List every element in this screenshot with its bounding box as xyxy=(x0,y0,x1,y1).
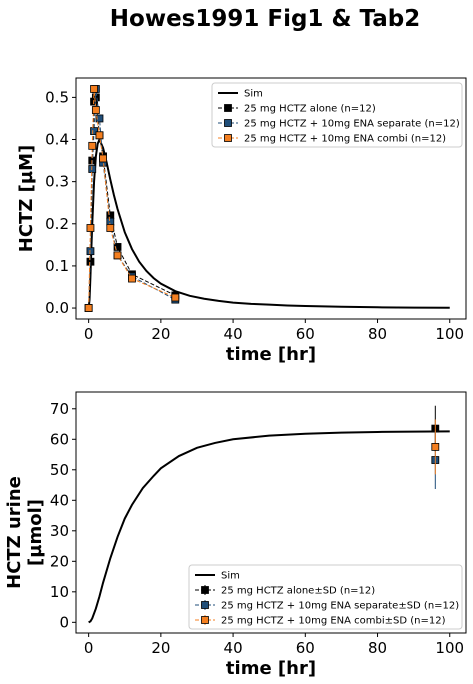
legend-marker xyxy=(224,104,232,112)
panel-concentration: 0 20 40 60 80 100 0.0 0.1 0.2 0.3 0.4 0.5 time [hr… xyxy=(16,77,467,365)
y-tick-label: 70 xyxy=(50,400,69,418)
x-tick-label: 80 xyxy=(368,639,387,657)
legend-entry: 25 mg HCTZ + 10mg ENA combi (n=12) xyxy=(244,134,446,145)
axes-frame xyxy=(75,77,467,320)
y-axis: 0 10 20 30 40 50 60 70 xyxy=(50,400,76,631)
y-tick-label: 30 xyxy=(50,522,69,540)
data-point xyxy=(88,165,97,173)
data-point xyxy=(113,251,122,260)
figure-title: Howes1991 Fig1 & Tab2 xyxy=(110,6,420,32)
x-axis-label: time [hr] xyxy=(226,658,316,679)
data-point xyxy=(86,247,95,256)
data-point xyxy=(91,106,100,114)
panel-urine: 0 20 40 60 80 100 0 10 20 30 40 50 60 70 time [hr] H… xyxy=(4,391,467,679)
data-point xyxy=(95,131,104,140)
y-axis-label: HCTZ [µM] xyxy=(16,145,37,252)
x-tick-label: 0 xyxy=(84,639,94,657)
x-axis: 0 20 40 60 80 100 xyxy=(84,319,464,343)
data-point xyxy=(88,141,97,150)
y-tick-label: 20 xyxy=(50,552,69,570)
legend-box xyxy=(188,564,463,630)
y-tick-label: 0.5 xyxy=(45,88,69,106)
axes-frame xyxy=(75,391,467,634)
x-axis: 0 20 40 60 80 100 xyxy=(84,633,464,657)
data-point xyxy=(86,224,95,232)
y-tick-label: 50 xyxy=(50,461,69,479)
data-point xyxy=(99,154,107,163)
y-tick-label: 0.2 xyxy=(45,215,69,233)
legend-marker xyxy=(224,119,232,127)
x-tick-label: 0 xyxy=(84,325,94,343)
legend-entry: 25 mg HCTZ alone±SD (n=12) xyxy=(221,586,375,597)
y-tick-label: 0.3 xyxy=(45,173,69,191)
y-tick-label: 0.4 xyxy=(45,131,69,149)
sim-line xyxy=(88,430,450,624)
legend-marker xyxy=(201,586,209,594)
y-tick-label: 0 xyxy=(59,613,69,631)
x-tick-label: 40 xyxy=(224,639,243,657)
legend: Sim 25 mg HCTZ alone±SD (n=12) 25 mg HCTZ … xyxy=(188,564,463,630)
y-axis: 0.0 0.1 0.2 0.3 0.4 0.5 xyxy=(45,88,76,317)
legend-marker xyxy=(201,616,209,624)
sim-line xyxy=(87,136,450,309)
y-tick-label: 0.0 xyxy=(45,299,69,317)
y-tick-label: 40 xyxy=(50,491,69,509)
legend-entry: 25 mg HCTZ + 10mg ENA separate±SD (n=12) xyxy=(221,601,459,612)
y-axis-label-line-1: HCTZ urine xyxy=(4,476,25,589)
x-tick-label: 20 xyxy=(151,325,170,343)
data-point xyxy=(95,114,104,123)
y-tick-label: 10 xyxy=(50,583,69,601)
legend-entry: 25 mg HCTZ alone (n=12) xyxy=(244,104,376,115)
x-tick-label: 100 xyxy=(435,325,464,343)
x-tick-label: 60 xyxy=(296,639,315,657)
x-tick-label: 100 xyxy=(435,639,464,657)
data-point xyxy=(171,293,180,302)
plot-area xyxy=(84,85,450,312)
data-point xyxy=(431,443,440,451)
legend-entry: 25 mg HCTZ + 10mg ENA separate (n=12) xyxy=(244,119,460,130)
x-axis-label: time [hr] xyxy=(226,344,316,365)
legend: Sim 25 mg HCTZ alone (n=12) 25 mg HCTZ + 1… xyxy=(211,82,463,148)
legend-box xyxy=(211,82,463,148)
legend-entry: Sim xyxy=(244,89,263,100)
legend-marker xyxy=(201,601,209,609)
data-point xyxy=(90,127,98,135)
data-point xyxy=(84,304,93,312)
x-tick-label: 40 xyxy=(224,325,243,343)
x-tick-label: 20 xyxy=(151,639,170,657)
legend-entry: 25 mg HCTZ + 10mg ENA combi±SD (n=12) xyxy=(221,616,446,627)
data-point xyxy=(113,243,122,251)
y-tick-label: 60 xyxy=(50,430,69,448)
data-point xyxy=(90,85,98,93)
legend-marker xyxy=(224,134,232,142)
data-point xyxy=(128,274,136,283)
y-axis-label-line-2: [µmol] xyxy=(25,499,46,566)
y-tick-label: 0.1 xyxy=(45,257,69,275)
x-tick-label: 60 xyxy=(296,325,315,343)
plot-area xyxy=(88,405,450,624)
x-tick-label: 80 xyxy=(368,325,387,343)
data-point xyxy=(106,224,115,232)
legend-entry: Sim xyxy=(221,571,240,582)
